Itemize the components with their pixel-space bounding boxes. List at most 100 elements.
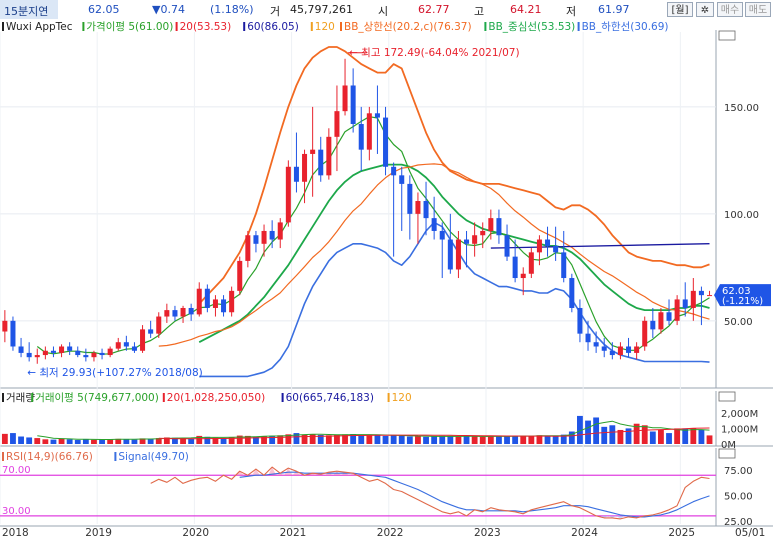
candle-body (593, 342, 599, 347)
volume-bar (625, 428, 632, 444)
buy-button[interactable]: 매수 (717, 2, 743, 17)
volume-legend-entry: 거래이평 5(749,677,000) (35, 392, 159, 404)
volume-bar (528, 436, 535, 444)
volume-ma20-line (158, 427, 710, 440)
volume-bar (123, 439, 130, 444)
candle-body (358, 123, 364, 150)
price-legend-entry: 120 (315, 21, 335, 33)
candle-body (50, 350, 56, 353)
chart-background (0, 20, 773, 539)
sell-button[interactable]: 매도 (745, 2, 771, 17)
volume-bar (228, 437, 235, 444)
settings-button[interactable]: ✲ (696, 2, 714, 17)
volume-bar (155, 438, 162, 444)
candle-body (172, 310, 178, 317)
volume-bar (423, 436, 429, 444)
volume-bar (601, 426, 608, 444)
bb-upper-line (198, 46, 710, 305)
rsi-legend-swatch (2, 452, 4, 461)
volume-bar (350, 434, 357, 444)
price-legend-swatch (484, 22, 487, 31)
candle-body (115, 342, 121, 349)
candle-body (253, 235, 259, 244)
stock-chart[interactable]: 70.00 30.00 150.00 100.00 50.00 2018 2019 2020… (0, 20, 773, 539)
rsi-legend-entry: RSI(14,9)(66.76) (6, 451, 93, 463)
rsi-overbought-fill (235, 467, 358, 476)
x-tick-label: 2018 (2, 527, 29, 539)
volume-bar (172, 437, 178, 444)
candle-body (520, 273, 526, 279)
volume-bar (463, 436, 470, 444)
candle-body (488, 218, 494, 231)
volume-bar (66, 439, 73, 444)
candle-body (545, 239, 551, 246)
volume-legend-entry: 120 (392, 392, 412, 404)
candle-body (585, 333, 591, 343)
volume-bar (690, 428, 697, 444)
low-annotation: ← 최저 29.93(+107.27% 2018/08) (27, 367, 203, 379)
candle-body (423, 201, 429, 219)
volume-bar (674, 428, 681, 444)
pane-menu-icon (718, 448, 736, 459)
volume-bar (406, 436, 413, 444)
candle-body (318, 149, 324, 176)
volume-bar (269, 435, 276, 444)
candle-body (472, 235, 478, 244)
candle-body (439, 230, 445, 240)
volume-bar (325, 435, 332, 444)
candle-body (674, 299, 680, 321)
high-label: 고 (474, 5, 485, 18)
candle-body (164, 310, 170, 317)
x-tick-label: 2021 (280, 527, 307, 539)
ma60-line (490, 243, 710, 249)
volume-tick-label: 2,000M (721, 409, 758, 420)
candle-body (391, 166, 397, 176)
candle-body (196, 288, 202, 315)
price-legend-entry: Wuxi AppTec (6, 21, 73, 33)
quote-header: 15분지연 62.05 ▼0.74 (1.18%) 거 45,797,261 시… (0, 0, 773, 21)
y-tick-label: 50.00 (724, 317, 753, 328)
period-label[interactable]: 15분지연 (0, 0, 58, 19)
candle-body (504, 235, 510, 257)
volume-bar (455, 436, 462, 444)
candle-body (42, 350, 48, 356)
candle-body (464, 239, 470, 244)
y-tick-label: 150.00 (724, 103, 759, 114)
volume-bar (107, 439, 114, 444)
ma20-line (158, 163, 710, 347)
candle-body (156, 316, 162, 334)
volume-bar (293, 433, 300, 444)
volume-legend-swatch (162, 393, 165, 402)
candle-body (601, 346, 607, 351)
volume-bar (334, 434, 340, 444)
candle-body (140, 329, 146, 351)
rsi-guide-label: 30.00 (2, 506, 31, 517)
candle-body (91, 352, 97, 358)
bb-lower-line (199, 221, 710, 378)
rsi-tick-label: 50.00 (724, 492, 753, 503)
pane-menu-icon (718, 30, 736, 41)
candle-body (26, 352, 32, 358)
volume-bar (431, 436, 438, 444)
candle-body (18, 346, 24, 353)
candle-body (229, 290, 235, 313)
price-legend-swatch (175, 22, 178, 31)
volume-bar (220, 438, 227, 444)
last-price-label: 62.03 (722, 286, 751, 297)
candle-body (334, 111, 340, 137)
volume-bar (649, 431, 656, 444)
candle-body (366, 113, 372, 150)
price-legend-entry: BB_상한선(20.2,c)(76.37) (344, 21, 472, 33)
candle-body (577, 307, 583, 334)
rsi-tick-label: 25.00 (724, 517, 753, 528)
candle-body (99, 352, 105, 356)
volume-bar (18, 436, 24, 444)
x-tick-label: 2022 (377, 527, 404, 539)
candle-body (67, 346, 73, 351)
period-button[interactable]: [월] (667, 2, 693, 17)
candle-body (536, 239, 542, 253)
volume-bar (261, 436, 267, 444)
volume-bar (512, 435, 519, 444)
volume-bar (471, 436, 478, 444)
candle-body (399, 175, 405, 184)
